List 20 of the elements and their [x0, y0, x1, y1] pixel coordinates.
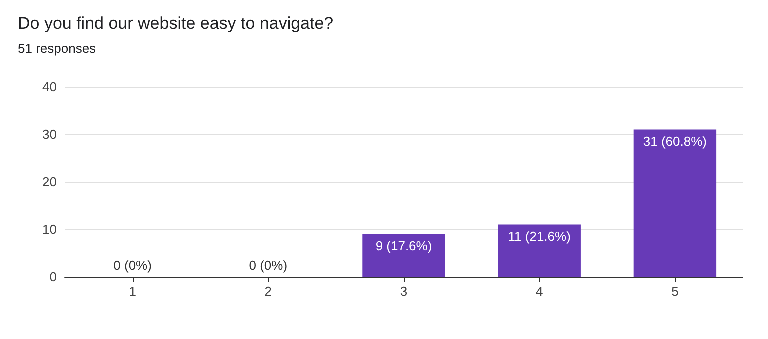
bar [634, 130, 717, 277]
y-tick-label: 10 [42, 222, 57, 237]
x-tick-label: 5 [672, 284, 679, 299]
chart-title: Do you find our website easy to navigate? [18, 14, 334, 33]
chart-subtitle: 51 responses [18, 41, 97, 56]
x-tick-label: 2 [264, 284, 272, 299]
x-tick-label: 1 [129, 284, 136, 299]
data-label: 9 (17.6%) [376, 238, 432, 254]
y-tick-label: 20 [42, 174, 57, 190]
y-tick-label: 30 [42, 127, 57, 142]
data-label: 0 (0%) [114, 258, 152, 273]
data-label: 31 (60.8%) [643, 134, 707, 149]
y-tick-label: 40 [42, 80, 57, 94]
data-label: 0 (0%) [249, 258, 288, 273]
y-tick-label: 0 [50, 270, 57, 284]
x-tick-label: 3 [400, 284, 408, 299]
bar [498, 224, 581, 277]
bar [362, 234, 446, 277]
x-tick-label: 4 [536, 284, 544, 299]
data-label: 11 (21.6%) [508, 228, 571, 244]
